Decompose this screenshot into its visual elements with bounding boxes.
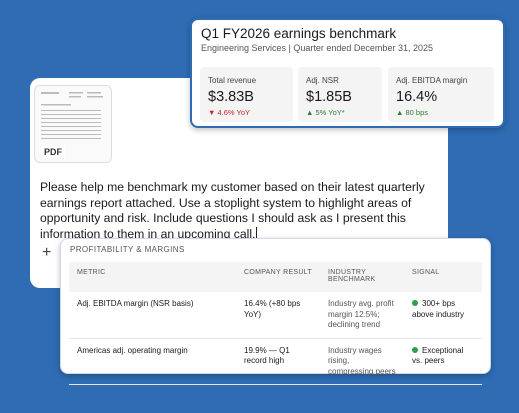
message-text[interactable]: Please help me benchmark my customer bas… bbox=[40, 180, 445, 242]
add-button[interactable]: + bbox=[42, 244, 52, 261]
card-subtitle: Engineering Services | Quarter ended Dec… bbox=[201, 43, 433, 53]
table-cell: Industry wages rising, compressing peers bbox=[320, 339, 404, 385]
table-card: PROFITABILITY & MARGINS METRIC COMPANY RE… bbox=[60, 238, 491, 385]
message: Please help me benchmark my customer bas… bbox=[40, 180, 425, 241]
pdf-thumbnail[interactable]: PDF bbox=[34, 85, 112, 163]
table-cell: Industry avg. profit margin 12.5%; decli… bbox=[320, 292, 404, 339]
table-cell: 19.9% — Q1 record high bbox=[236, 339, 320, 385]
table-cell: Adj. EBITDA margin (NSR basis) bbox=[69, 292, 236, 339]
metric-label: Adj. NSR bbox=[306, 76, 339, 85]
preview-lines bbox=[41, 92, 103, 139]
signal-dot bbox=[412, 346, 418, 353]
metric-value: 16.4% bbox=[396, 89, 438, 105]
metric-box: Adj. NSR $1.85B ▲ 5% YoY* bbox=[298, 67, 382, 122]
column-header: COMPANY RESULT bbox=[236, 262, 320, 292]
table-cell: Americas adj. operating margin bbox=[69, 339, 236, 385]
column-header: SIGNAL bbox=[404, 262, 482, 292]
table-cell: 16.4% (+80 bps YoY) bbox=[236, 292, 320, 339]
metric-label: Total revenue bbox=[208, 76, 257, 85]
signal-cell: Exceptional vs. peers bbox=[404, 339, 482, 385]
metric-value: $1.85B bbox=[306, 89, 352, 105]
document-preview bbox=[41, 92, 103, 139]
column-header: INDUSTRY BENCHMARK bbox=[320, 262, 404, 292]
column-header: METRIC bbox=[69, 262, 236, 292]
benchmark-card: Q1 FY2026 earnings benchmark Engineering… bbox=[190, 18, 505, 128]
metric-label: Adj. EBITDA margin bbox=[396, 76, 468, 85]
attachment-label: PDF bbox=[41, 146, 65, 158]
table-title: PROFITABILITY & MARGINS bbox=[70, 245, 185, 254]
metric-change: ▲ 80 bps bbox=[396, 108, 429, 117]
card-title: Q1 FY2026 earnings benchmark bbox=[201, 26, 397, 41]
signal-cell: 300+ bps above industry bbox=[404, 292, 482, 339]
signal-text: 300+ bps above industry bbox=[412, 299, 465, 319]
table: METRIC COMPANY RESULT INDUSTRY BENCHMARK SI… bbox=[69, 262, 482, 385]
metric-change: ▲ 5% YoY* bbox=[306, 108, 345, 117]
signal-text: Exceptional vs. peers bbox=[412, 345, 464, 366]
metric-change: ▼ 4.6% YoY bbox=[208, 108, 251, 117]
metric-box: Total revenue $3.83B ▼ 4.6% YoY bbox=[200, 67, 293, 122]
signal-dot bbox=[412, 300, 418, 306]
metric-box: Adj. EBITDA margin 16.4% ▲ 80 bps bbox=[388, 67, 494, 122]
metric-value: $3.83B bbox=[208, 89, 254, 105]
